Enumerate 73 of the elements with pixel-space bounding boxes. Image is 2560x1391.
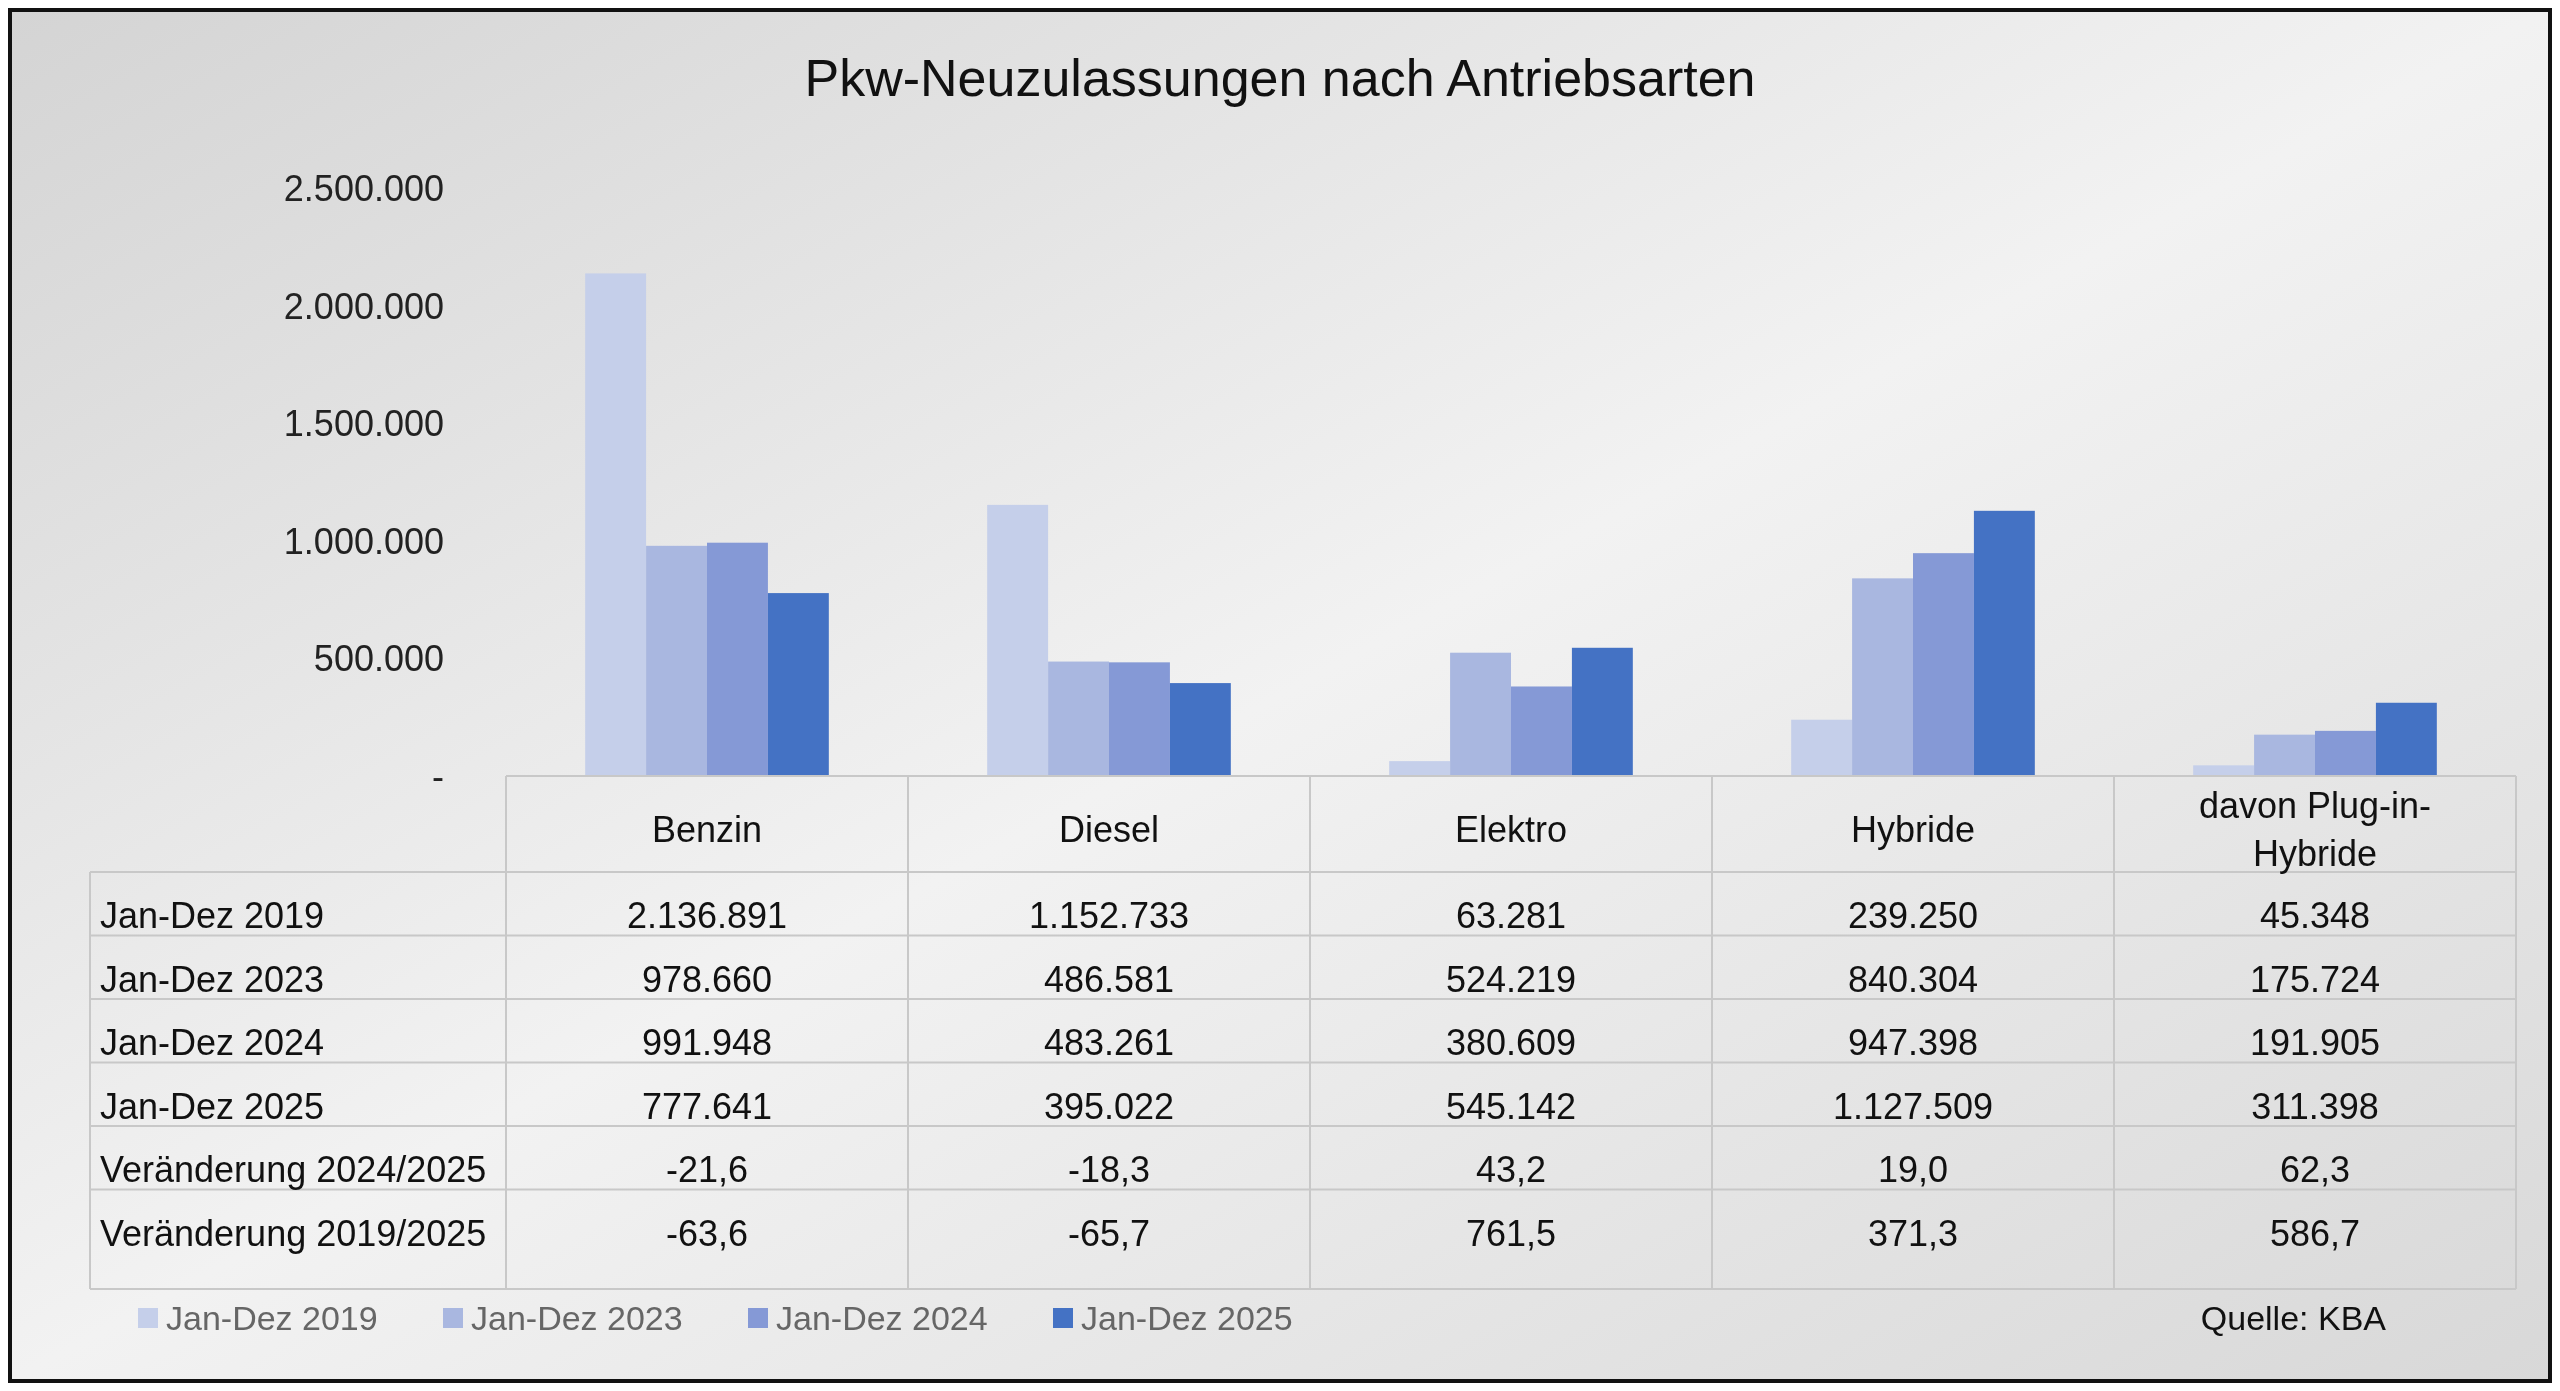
text: Veränderung 2024/2025 — [100, 1149, 487, 1190]
y-tick-label: 2.500.000 — [283, 168, 444, 209]
text: Veränderung 2019/2025 — [100, 1212, 487, 1254]
bar — [1048, 661, 1109, 776]
bar — [2193, 765, 2255, 776]
legend-label: Jan-Dez 2024 — [776, 1299, 988, 1337]
y-tick-label: 1.500.000 — [283, 403, 444, 445]
y-tick-label: - — [432, 756, 444, 797]
text: -63,6 — [665, 1212, 749, 1254]
y-tick-label: 500.000 — [313, 638, 444, 680]
bar — [2375, 702, 2437, 776]
bar — [1389, 761, 1451, 776]
text: Jan-Dez 2025 — [100, 1085, 325, 1127]
bar — [1511, 686, 1572, 776]
text: 761,5 — [1465, 1212, 1557, 1254]
bar — [707, 542, 768, 776]
text: 62,3 — [2279, 1149, 2351, 1190]
text: -18,3 — [1067, 1149, 1151, 1190]
data-label: 2.136.891 — [626, 895, 788, 936]
y-tick-label: 1.000.000 — [283, 520, 444, 562]
data-label: 483.261 — [1043, 1022, 1175, 1063]
source-note: Quelle: KBA — [2200, 1299, 2387, 1337]
text: -65,7 — [1067, 1212, 1151, 1254]
data-label: 395.022 — [1043, 1085, 1175, 1127]
bar — [987, 504, 1049, 776]
bar — [646, 545, 707, 776]
data-label: 239.250 — [1847, 895, 1979, 936]
data-label: 380.609 — [1445, 1022, 1577, 1063]
bar — [1450, 652, 1511, 776]
data-label: 311.398 — [2251, 1085, 2379, 1127]
data-label: 1.127.509 — [1832, 1085, 1994, 1127]
text: -21,6 — [665, 1149, 749, 1190]
data-label: 191.905 — [2249, 1022, 2381, 1063]
bar — [1852, 578, 1913, 776]
bar — [1791, 719, 1853, 776]
x-tick-label: Hybride — [1850, 809, 1976, 850]
data-label: 45.348 — [2259, 895, 2371, 936]
text: Jan-Dez 2023 — [100, 958, 325, 1000]
bar — [1109, 662, 1170, 776]
legend-label: Jan-Dez 2025 — [1081, 1299, 1293, 1337]
data-label: 545.142 — [1445, 1085, 1577, 1127]
bar — [1169, 683, 1231, 776]
data-label: 840.304 — [1847, 958, 1979, 1000]
bar — [2254, 734, 2315, 776]
x-tick-label: Benzin — [651, 809, 763, 850]
bar — [2315, 730, 2376, 776]
bar — [585, 273, 647, 776]
y-tick-label: 2.000.000 — [283, 285, 444, 327]
legend-label: Jan-Dez 2019 — [166, 1299, 378, 1337]
bar — [1913, 553, 1974, 776]
data-label: 524.219 — [1445, 958, 1577, 1000]
data-label: 486.581 — [1043, 958, 1175, 1000]
x-tick-label: davon Plug-in-Hybride — [2198, 785, 2432, 874]
data-label: 63.281 — [1455, 895, 1567, 936]
chart-title: Pkw-Neuzulassungen nach Antriebsarten — [804, 49, 1756, 107]
data-label: 978.660 — [641, 958, 773, 1000]
text: 19,0 — [1877, 1149, 1949, 1190]
x-tick-label: Elektro — [1454, 809, 1568, 850]
text: 586,7 — [2269, 1212, 2361, 1254]
text: Jan-Dez 2024 — [100, 1022, 325, 1063]
text: 371,3 — [1867, 1212, 1959, 1254]
data-label: 777.641 — [641, 1085, 773, 1127]
bar — [767, 593, 829, 776]
data-label: 947.398 — [1847, 1022, 1979, 1063]
text: Jan-Dez 2019 — [100, 895, 325, 936]
x-tick-label: Diesel — [1058, 809, 1160, 850]
data-label: 175.724 — [2249, 958, 2381, 1000]
legend-label: Jan-Dez 2023 — [471, 1299, 683, 1337]
data-label: 1.152.733 — [1028, 895, 1190, 936]
bar — [1973, 510, 2035, 776]
text: 43,2 — [1475, 1149, 1547, 1190]
data-label: 991.948 — [641, 1022, 773, 1063]
bar — [1571, 647, 1633, 776]
